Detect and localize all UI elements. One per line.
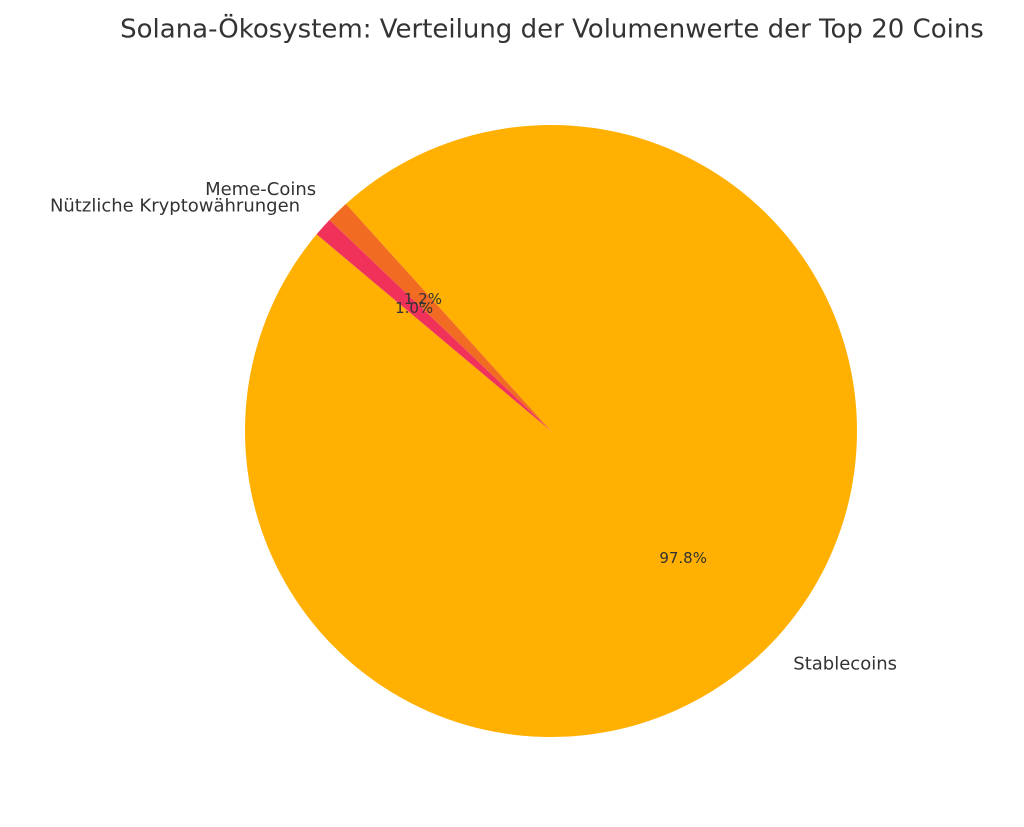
- chart-title: Solana-Ökosystem: Verteilung der Volumen…: [120, 13, 984, 45]
- pie-slice: [316, 219, 551, 431]
- pie-slice: [329, 203, 551, 431]
- percent-label: 1.0%: [395, 299, 433, 317]
- slice-label: Meme-Coins: [205, 179, 316, 200]
- slice-label: Stablecoins: [793, 654, 897, 675]
- pie-slice: [245, 124, 858, 737]
- slice-label: Nützliche Kryptowährungen: [50, 196, 300, 217]
- percent-label: 1.2%: [404, 290, 442, 308]
- percent-label: 97.8%: [659, 549, 707, 567]
